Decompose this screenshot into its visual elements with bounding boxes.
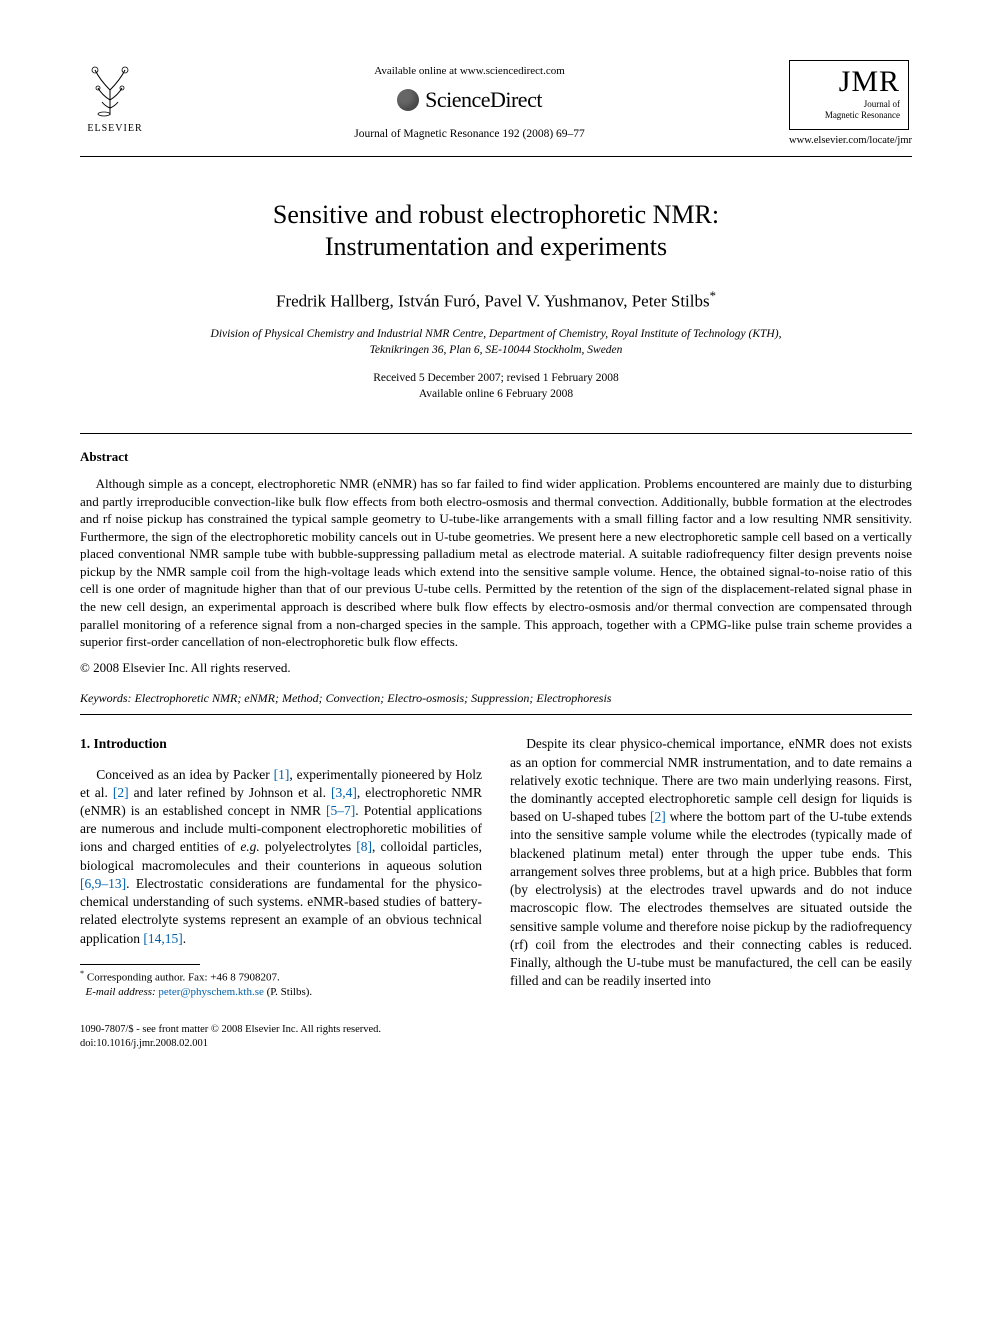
sciencedirect-logo: ScienceDirect bbox=[397, 85, 542, 115]
affiliation: Division of Physical Chemistry and Indus… bbox=[80, 327, 912, 358]
footer-front-matter: 1090-7807/$ - see front matter © 2008 El… bbox=[80, 1024, 381, 1035]
title-line-2: Instrumentation and experiments bbox=[325, 232, 667, 261]
ref-link-2b[interactable]: [2] bbox=[650, 809, 666, 824]
body-columns: 1. Introduction Conceived as an idea by … bbox=[80, 735, 912, 999]
footnote-corr-text: Corresponding author. Fax: +46 8 7908207… bbox=[87, 971, 280, 983]
abstract-body: Although simple as a concept, electropho… bbox=[80, 475, 912, 650]
paper-title: Sensitive and robust electrophoretic NMR… bbox=[80, 199, 912, 264]
column-left: 1. Introduction Conceived as an idea by … bbox=[80, 735, 482, 999]
ref-link-3-4[interactable]: [3,4] bbox=[331, 785, 357, 800]
ref-link-14-15[interactable]: [14,15] bbox=[143, 931, 182, 946]
header-rule bbox=[80, 156, 912, 157]
page-footer: 1090-7807/$ - see front matter © 2008 El… bbox=[80, 1023, 912, 1050]
title-line-1: Sensitive and robust electrophoretic NMR… bbox=[273, 200, 719, 229]
footnote-email-label: E-mail address: bbox=[86, 986, 156, 998]
sciencedirect-text: ScienceDirect bbox=[425, 85, 542, 115]
header-center: Available online at www.sciencedirect.co… bbox=[150, 60, 789, 142]
intro-paragraph-2: Despite its clear physico-chemical impor… bbox=[510, 735, 912, 990]
elsevier-logo: ELSEVIER bbox=[80, 60, 150, 136]
keywords-label: Keywords: bbox=[80, 691, 132, 705]
jmr-big-text: JMR bbox=[798, 67, 900, 97]
keywords-line: Keywords: Electrophoretic NMR; eNMR; Met… bbox=[80, 690, 912, 706]
corresponding-mark: * bbox=[710, 289, 716, 303]
dates-received: Received 5 December 2007; revised 1 Febr… bbox=[373, 372, 619, 384]
ref-link-1[interactable]: [1] bbox=[274, 767, 290, 782]
column-right: Despite its clear physico-chemical impor… bbox=[510, 735, 912, 999]
intro-paragraph-1: Conceived as an idea by Packer [1], expe… bbox=[80, 766, 482, 948]
jmr-subtitle: Journal of Magnetic Resonance bbox=[798, 99, 900, 121]
corresponding-footnote: * Corresponding author. Fax: +46 8 79082… bbox=[80, 969, 482, 999]
abstract-heading: Abstract bbox=[80, 448, 912, 466]
affiliation-line-1: Division of Physical Chemistry and Indus… bbox=[211, 328, 782, 340]
introduction-heading: 1. Introduction bbox=[80, 735, 482, 753]
affiliation-line-2: Teknikringen 36, Plan 6, SE-10044 Stockh… bbox=[370, 344, 623, 356]
ref-link-6-9-13[interactable]: [6,9–13] bbox=[80, 876, 126, 891]
ref-link-5-7[interactable]: [5–7] bbox=[326, 803, 355, 818]
abstract-rule-bottom bbox=[80, 714, 912, 715]
article-dates: Received 5 December 2007; revised 1 Febr… bbox=[80, 370, 912, 402]
author-list: Fredrik Hallberg, István Furó, Pavel V. … bbox=[80, 288, 912, 314]
elsevier-tree-icon bbox=[80, 60, 140, 120]
keywords-text: Electrophoretic NMR; eNMR; Method; Conve… bbox=[132, 691, 612, 705]
jmr-sub1: Journal of bbox=[864, 99, 900, 109]
ref-link-8[interactable]: [8] bbox=[356, 839, 372, 854]
footnote-star: * bbox=[80, 969, 84, 978]
jmr-logo-box: JMR Journal of Magnetic Resonance bbox=[789, 60, 909, 130]
footnote-rule bbox=[80, 964, 200, 965]
jmr-url: www.elsevier.com/locate/jmr bbox=[789, 134, 912, 148]
jmr-sub2: Magnetic Resonance bbox=[825, 110, 900, 120]
sciencedirect-ball-icon bbox=[397, 89, 419, 111]
journal-reference: Journal of Magnetic Resonance 192 (2008)… bbox=[150, 127, 789, 143]
footer-doi: doi:10.1016/j.jmr.2008.02.001 bbox=[80, 1038, 208, 1049]
copyright-line: © 2008 Elsevier Inc. All rights reserved… bbox=[80, 659, 912, 677]
dates-online: Available online 6 February 2008 bbox=[419, 388, 573, 400]
footnote-email-who: (P. Stilbs). bbox=[264, 986, 312, 998]
authors-text: Fredrik Hallberg, István Furó, Pavel V. … bbox=[276, 291, 710, 310]
abstract-rule-top bbox=[80, 433, 912, 434]
header: ELSEVIER Available online at www.science… bbox=[80, 60, 912, 148]
email-link[interactable]: peter@physchem.kth.se bbox=[158, 986, 263, 998]
elsevier-label: ELSEVIER bbox=[80, 122, 150, 136]
available-online-text: Available online at www.sciencedirect.co… bbox=[150, 64, 789, 79]
ref-link-2[interactable]: [2] bbox=[113, 785, 129, 800]
jmr-block: JMR Journal of Magnetic Resonance www.el… bbox=[789, 60, 912, 148]
